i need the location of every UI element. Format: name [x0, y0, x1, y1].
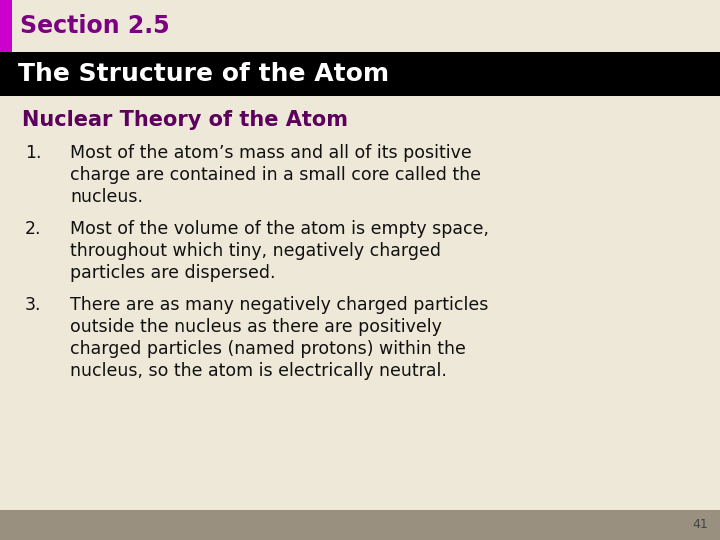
Text: nucleus.: nucleus. — [70, 188, 143, 206]
Bar — [0, 0, 720, 52]
Text: 3.: 3. — [25, 296, 42, 314]
Text: Most of the atom’s mass and all of its positive: Most of the atom’s mass and all of its p… — [70, 144, 472, 162]
Bar — [0, 510, 720, 540]
Text: nucleus, so the atom is electrically neutral.: nucleus, so the atom is electrically neu… — [70, 362, 447, 380]
Text: throughout which tiny, negatively charged: throughout which tiny, negatively charge… — [70, 242, 441, 260]
Text: Most of the volume of the atom is empty space,: Most of the volume of the atom is empty … — [70, 220, 489, 238]
Text: particles are dispersed.: particles are dispersed. — [70, 264, 276, 282]
Text: Nuclear Theory of the Atom: Nuclear Theory of the Atom — [22, 110, 348, 130]
Bar — [0, 52, 720, 96]
Text: The Structure of the Atom: The Structure of the Atom — [18, 62, 389, 86]
Text: 2.: 2. — [25, 220, 42, 238]
Text: charge are contained in a small core called the: charge are contained in a small core cal… — [70, 166, 481, 184]
Text: charged particles (named protons) within the: charged particles (named protons) within… — [70, 340, 466, 358]
Text: outside the nucleus as there are positively: outside the nucleus as there are positiv… — [70, 318, 442, 336]
Text: There are as many negatively charged particles: There are as many negatively charged par… — [70, 296, 488, 314]
Text: 41: 41 — [692, 518, 708, 531]
Bar — [0, 0, 12, 52]
Text: 1.: 1. — [25, 144, 42, 162]
Text: Section 2.5: Section 2.5 — [20, 14, 170, 38]
